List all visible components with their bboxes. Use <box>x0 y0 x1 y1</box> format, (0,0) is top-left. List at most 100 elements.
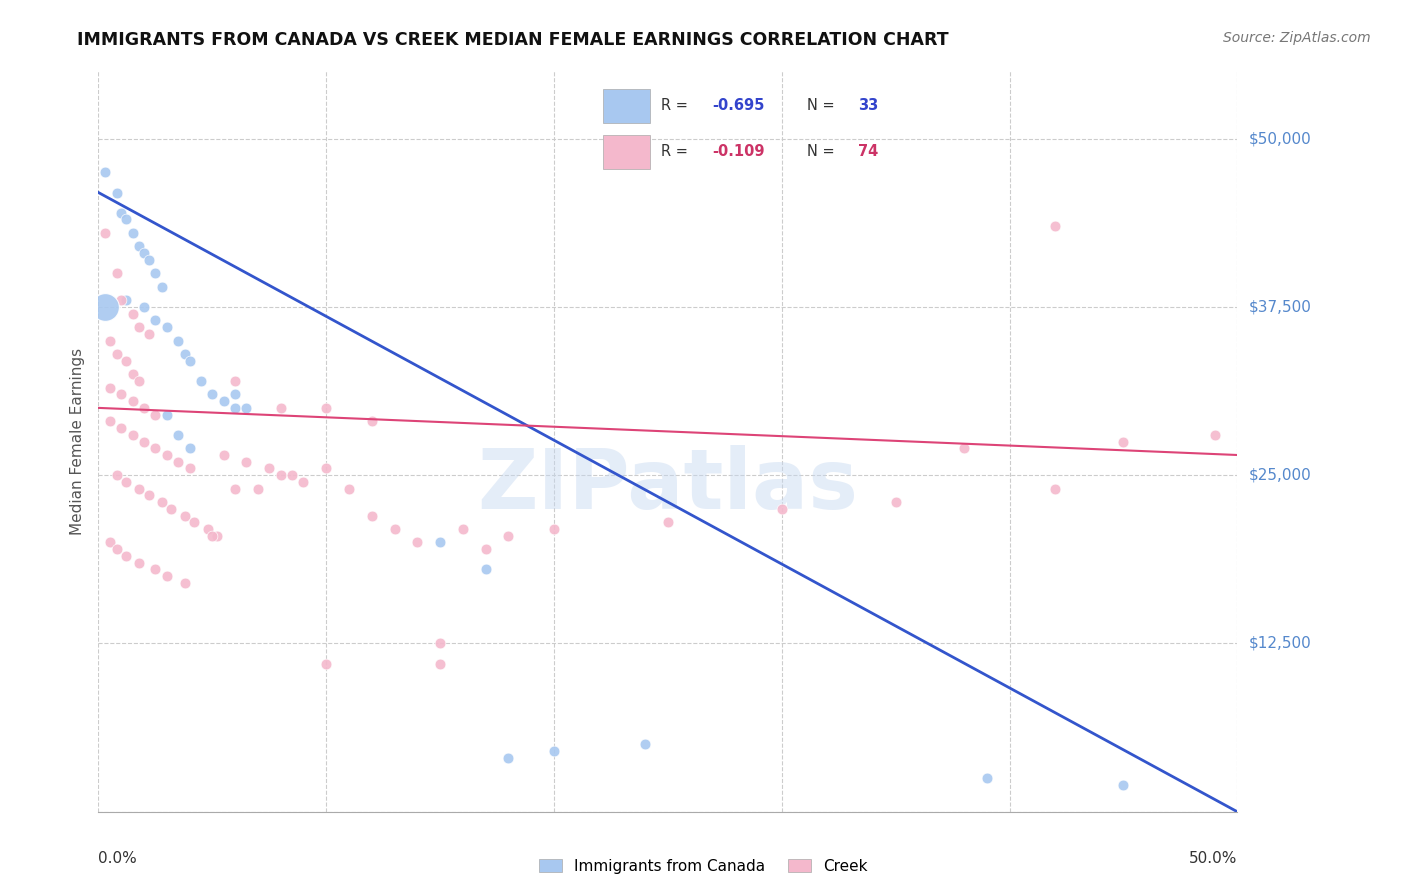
Point <box>156 569 179 583</box>
Point <box>94 165 117 179</box>
Y-axis label: Median Female Earnings: Median Female Earnings <box>70 348 86 535</box>
Point <box>145 266 167 280</box>
Point <box>121 307 143 321</box>
Point <box>179 353 201 368</box>
Point <box>384 522 406 536</box>
Point <box>150 495 173 509</box>
Point <box>156 448 179 462</box>
Point <box>174 508 197 523</box>
Point <box>197 522 219 536</box>
Text: $25,000: $25,000 <box>1249 467 1312 483</box>
Text: $12,500: $12,500 <box>1249 636 1312 651</box>
Point <box>657 516 679 530</box>
Legend: Immigrants from Canada, Creek: Immigrants from Canada, Creek <box>533 853 873 880</box>
Point <box>1204 427 1226 442</box>
Point <box>212 394 235 409</box>
Point <box>406 535 429 549</box>
Point <box>1112 434 1135 449</box>
Point <box>145 562 167 576</box>
Text: $50,000: $50,000 <box>1249 131 1312 146</box>
Point <box>315 461 337 475</box>
Point <box>114 293 136 308</box>
Point <box>167 334 190 348</box>
Point <box>98 414 121 428</box>
Point <box>634 738 657 752</box>
Point <box>145 313 167 327</box>
Point <box>138 488 160 502</box>
Point <box>156 320 179 334</box>
Point <box>145 442 167 456</box>
Point <box>128 239 150 253</box>
Point <box>94 226 117 240</box>
Point <box>114 212 136 227</box>
Point <box>150 279 173 293</box>
Point <box>132 300 155 314</box>
Point <box>179 442 201 456</box>
Point <box>98 535 121 549</box>
Point <box>121 427 143 442</box>
Point <box>110 293 132 308</box>
Point <box>281 468 304 483</box>
Point <box>337 482 360 496</box>
Point <box>105 266 128 280</box>
Point <box>224 374 246 388</box>
Point <box>94 300 117 314</box>
Point <box>315 401 337 415</box>
Point <box>205 529 228 543</box>
Point <box>429 657 451 671</box>
Point <box>259 461 281 475</box>
Point <box>474 562 496 576</box>
Point <box>183 516 205 530</box>
Point <box>105 347 128 361</box>
Point <box>179 461 201 475</box>
Point <box>121 226 143 240</box>
Point <box>128 374 150 388</box>
Point <box>98 381 121 395</box>
Point <box>246 482 269 496</box>
Point <box>1043 482 1066 496</box>
Point <box>315 657 337 671</box>
Text: 0.0%: 0.0% <box>98 851 138 865</box>
Point <box>156 408 179 422</box>
Point <box>110 205 132 219</box>
Point <box>105 186 128 200</box>
Point <box>474 542 496 557</box>
Point <box>224 401 246 415</box>
Point <box>360 414 382 428</box>
Point <box>190 374 212 388</box>
Point <box>138 252 160 267</box>
Point <box>543 522 565 536</box>
Point <box>114 475 136 489</box>
Point <box>114 549 136 563</box>
Point <box>105 542 128 557</box>
Text: Source: ZipAtlas.com: Source: ZipAtlas.com <box>1223 31 1371 45</box>
Point <box>498 751 520 765</box>
Point <box>1043 219 1066 234</box>
Point <box>1112 778 1135 792</box>
Point <box>121 394 143 409</box>
Point <box>976 771 998 785</box>
Point <box>543 744 565 758</box>
Point <box>770 501 793 516</box>
Point <box>110 421 132 435</box>
Point <box>884 495 907 509</box>
Point <box>498 529 520 543</box>
Point <box>174 347 197 361</box>
Point <box>128 320 150 334</box>
Point <box>429 535 451 549</box>
Point <box>160 501 183 516</box>
Point <box>167 455 190 469</box>
Point <box>128 482 150 496</box>
Point <box>212 448 235 462</box>
Point <box>105 468 128 483</box>
Text: $37,500: $37,500 <box>1249 300 1312 314</box>
Point <box>224 482 246 496</box>
Point <box>451 522 474 536</box>
Point <box>128 556 150 570</box>
Point <box>235 455 257 469</box>
Point <box>98 334 121 348</box>
Point <box>270 401 292 415</box>
Point <box>174 575 197 590</box>
Point <box>953 442 976 456</box>
Text: IMMIGRANTS FROM CANADA VS CREEK MEDIAN FEMALE EARNINGS CORRELATION CHART: IMMIGRANTS FROM CANADA VS CREEK MEDIAN F… <box>77 31 949 49</box>
